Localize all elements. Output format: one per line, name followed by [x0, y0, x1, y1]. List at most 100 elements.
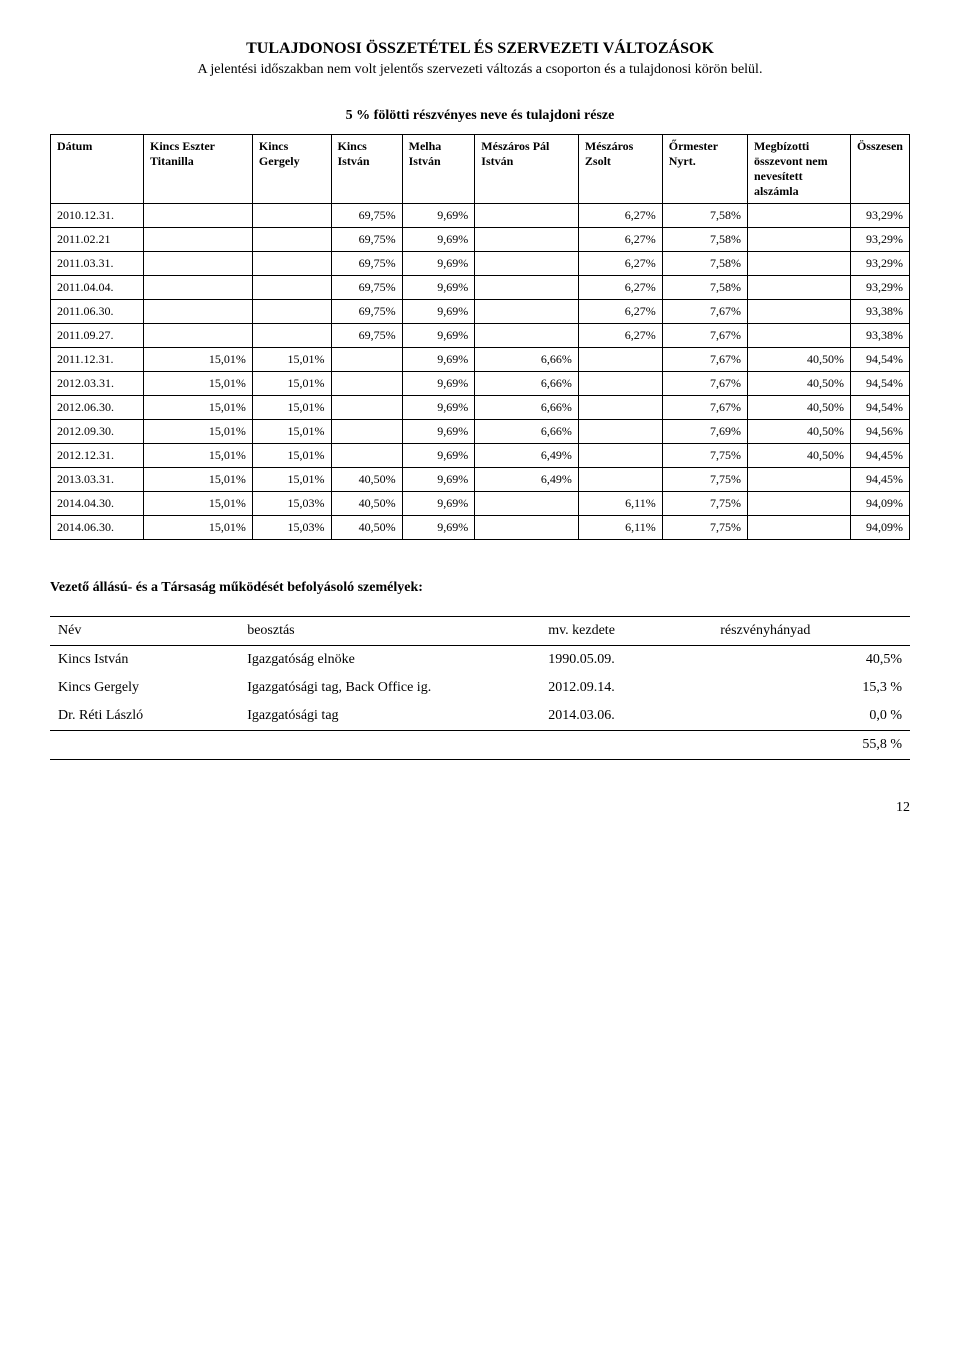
shares-table-header-row: Dátum Kincs Eszter Titanilla Kincs Gerge… [51, 135, 910, 204]
cell-value: 40,50% [331, 468, 402, 492]
cell-value: 40,50% [747, 396, 850, 420]
cell-value [331, 372, 402, 396]
page-number: 12 [50, 800, 910, 816]
cell-value: 9,69% [402, 468, 475, 492]
cell-value: 6,11% [578, 492, 662, 516]
cell-value [747, 468, 850, 492]
cell-value [475, 228, 579, 252]
cell-value [475, 300, 579, 324]
cell-value: 6,27% [578, 300, 662, 324]
cell-value: 7,58% [662, 276, 747, 300]
cell-value: 15,01% [144, 396, 253, 420]
cell-date: 2011.02.21 [51, 228, 144, 252]
cell-share: 40,5% [712, 646, 910, 675]
empty-cell [50, 731, 239, 760]
cell-value: 93,29% [850, 204, 909, 228]
cell-value: 40,50% [747, 348, 850, 372]
cell-date: 2011.12.31. [51, 348, 144, 372]
cell-value: 93,29% [850, 252, 909, 276]
cell-value [331, 420, 402, 444]
cell-value: 15,01% [144, 420, 253, 444]
cell-value: 94,45% [850, 468, 909, 492]
cell-value: 94,09% [850, 492, 909, 516]
cell-value: 15,01% [252, 468, 331, 492]
empty-cell [239, 731, 540, 760]
cell-value: 69,75% [331, 228, 402, 252]
col-c1: Kincs Eszter Titanilla [144, 135, 253, 204]
cell-value [747, 228, 850, 252]
cell-value [252, 228, 331, 252]
cell-value: 40,50% [331, 516, 402, 540]
cell-value: 15,01% [144, 348, 253, 372]
cell-value: 9,69% [402, 420, 475, 444]
cell-value [747, 492, 850, 516]
cell-value [578, 444, 662, 468]
cell-value: 6,66% [475, 420, 579, 444]
cell-value [578, 348, 662, 372]
cell-value: 9,69% [402, 300, 475, 324]
cell-value: 9,69% [402, 276, 475, 300]
cell-value: 6,11% [578, 516, 662, 540]
table-row: 2011.02.2169,75%9,69%6,27%7,58%93,29% [51, 228, 910, 252]
cell-value: 15,01% [252, 420, 331, 444]
cell-value: 7,69% [662, 420, 747, 444]
cell-value [578, 420, 662, 444]
cell-value [475, 204, 579, 228]
cell-value: 7,67% [662, 300, 747, 324]
cell-value: 9,69% [402, 396, 475, 420]
cell-value: 40,50% [747, 444, 850, 468]
cell-value [252, 300, 331, 324]
cell-value [578, 372, 662, 396]
cell-value: 7,75% [662, 444, 747, 468]
cell-date: 2011.06.30. [51, 300, 144, 324]
cell-start: 2012.09.14. [540, 674, 712, 702]
cell-value: 9,69% [402, 252, 475, 276]
cell-value: 9,69% [402, 204, 475, 228]
cell-value: 15,01% [144, 468, 253, 492]
cell-value: 94,54% [850, 372, 909, 396]
cell-value: 94,54% [850, 348, 909, 372]
cell-value: 9,69% [402, 372, 475, 396]
col-c9: Összesen [850, 135, 909, 204]
cell-value [144, 276, 253, 300]
leaders-total-value: 55,8 % [712, 731, 910, 760]
cell-role: Igazgatósági tag [239, 702, 540, 731]
cell-value [252, 324, 331, 348]
cell-value [747, 516, 850, 540]
cell-value [144, 300, 253, 324]
cell-value: 94,54% [850, 396, 909, 420]
cell-value: 9,69% [402, 348, 475, 372]
table-row: 2012.03.31.15,01%15,01%9,69%6,66%7,67%40… [51, 372, 910, 396]
cell-value: 15,01% [252, 444, 331, 468]
table-row: 2014.06.30.15,01%15,03%40,50%9,69%6,11%7… [51, 516, 910, 540]
cell-value [578, 468, 662, 492]
cell-value: 7,75% [662, 516, 747, 540]
cell-value: 9,69% [402, 324, 475, 348]
cell-value: 7,67% [662, 372, 747, 396]
cell-value: 15,01% [144, 516, 253, 540]
cell-value: 69,75% [331, 252, 402, 276]
cell-value [252, 276, 331, 300]
col-c4: Melha István [402, 135, 475, 204]
cell-name: Kincs István [50, 646, 239, 675]
cell-value: 94,45% [850, 444, 909, 468]
cell-date: 2011.09.27. [51, 324, 144, 348]
leaders-col-share: részvényhányad [712, 617, 910, 646]
cell-value: 15,01% [144, 372, 253, 396]
cell-value [252, 204, 331, 228]
table-row: 2014.04.30.15,01%15,03%40,50%9,69%6,11%7… [51, 492, 910, 516]
col-date: Dátum [51, 135, 144, 204]
cell-value: 15,01% [144, 492, 253, 516]
cell-date: 2014.06.30. [51, 516, 144, 540]
cell-value: 6,27% [578, 324, 662, 348]
cell-name: Dr. Réti László [50, 702, 239, 731]
cell-value: 69,75% [331, 300, 402, 324]
cell-value: 7,67% [662, 324, 747, 348]
cell-value [331, 396, 402, 420]
cell-value: 6,66% [475, 396, 579, 420]
cell-value: 7,67% [662, 396, 747, 420]
leaders-header-row: Név beosztás mv. kezdete részvényhányad [50, 617, 910, 646]
cell-value: 9,69% [402, 492, 475, 516]
cell-value: 9,69% [402, 516, 475, 540]
table-row: 2011.03.31.69,75%9,69%6,27%7,58%93,29% [51, 252, 910, 276]
